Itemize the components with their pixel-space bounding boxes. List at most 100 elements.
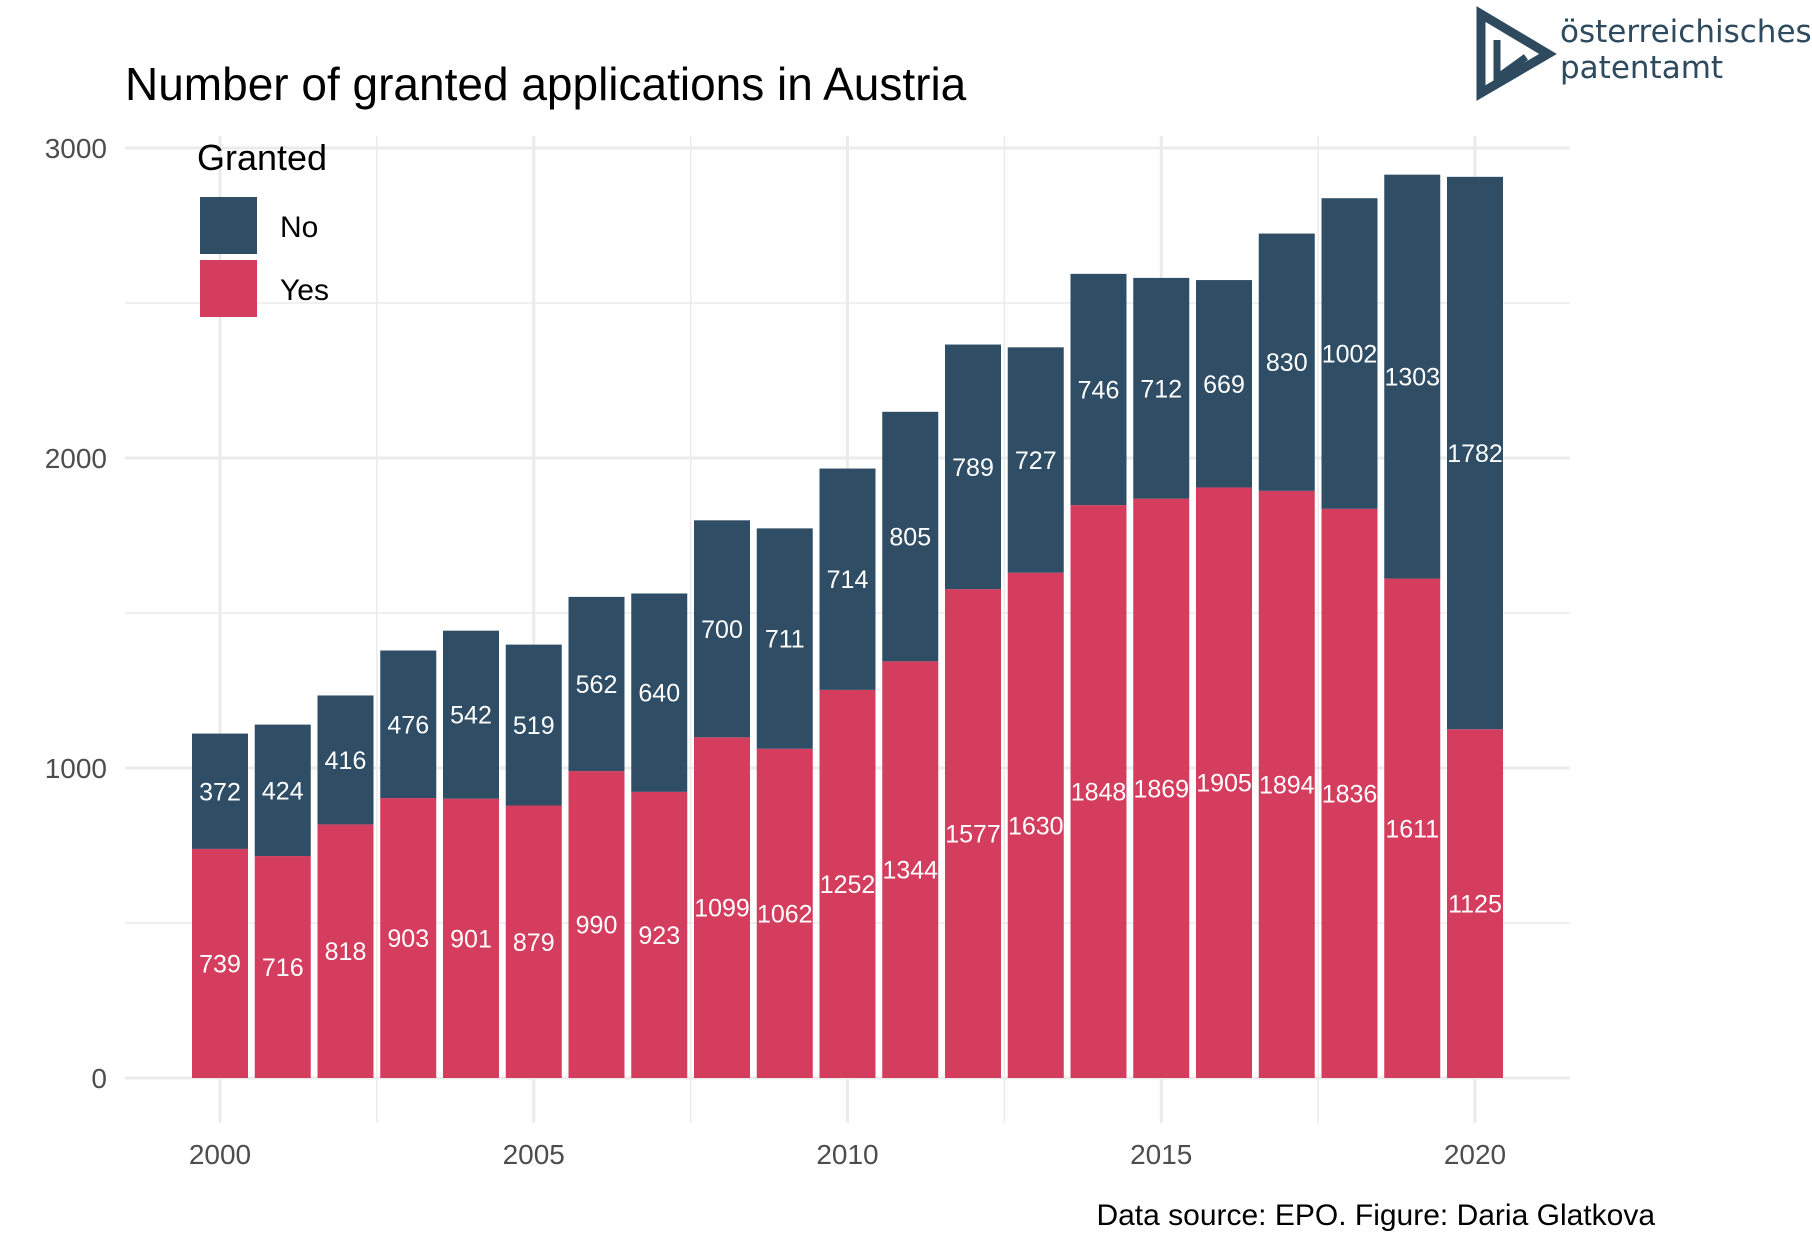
bar-label-no-2005: 519 <box>513 712 555 740</box>
legend-title: Granted <box>197 137 327 178</box>
bar-labels: 739 372 716 424 818 416 903 476 901 542 879 519 990 5… <box>199 341 1503 982</box>
bar-yes-2006 <box>568 771 625 1078</box>
bar-yes-2003 <box>380 798 437 1078</box>
data-source-caption: Data source: EPO. Figure: Daria Glatkova <box>1096 1199 1655 1232</box>
y-tick-label: 3000 <box>45 133 107 164</box>
bar-yes-2015 <box>1133 498 1190 1078</box>
bar-label-no-2010: 714 <box>827 566 869 594</box>
bar-label-no-2014: 746 <box>1078 376 1120 404</box>
bar-yes-2011 <box>882 661 939 1078</box>
legend-label-no: No <box>280 211 318 244</box>
bar-label-no-2011: 805 <box>889 524 931 552</box>
bar-no-2017 <box>1258 233 1315 491</box>
bar-yes-2004 <box>443 798 499 1078</box>
bar-no-2016 <box>1196 280 1252 488</box>
bar-no-2002 <box>317 695 374 825</box>
bar-yes-2010 <box>819 689 876 1078</box>
bar-yes-2017 <box>1258 490 1315 1078</box>
axis-ticks: 0 1000 2000 3000 2000 2005 2010 2015 2020 <box>45 133 1506 1170</box>
bar-yes-2000 <box>192 848 248 1078</box>
bar-no-2001 <box>254 724 311 857</box>
patentamt-logo: österreichisches patentamt <box>1476 6 1812 101</box>
bar-label-no-2006: 562 <box>576 671 618 699</box>
bar-label-no-2008: 700 <box>701 616 743 644</box>
bar-no-2005 <box>505 644 562 806</box>
bar-label-yes-2020: 1125 <box>1448 891 1502 919</box>
bar-yes-2019 <box>1384 578 1441 1078</box>
logo-text-line1: österreichisches <box>1560 14 1812 50</box>
bar-yes-2005 <box>505 805 562 1078</box>
bar-label-yes-2004: 901 <box>450 925 492 953</box>
bars <box>192 174 1503 1079</box>
bar-no-2015 <box>1133 277 1190 499</box>
bar-label-no-2016: 669 <box>1203 371 1245 399</box>
bar-no-2011 <box>882 411 939 662</box>
bar-no-2013 <box>1007 347 1064 573</box>
bar-yes-2014 <box>1070 505 1127 1078</box>
bar-label-yes-2009: 1062 <box>757 900 813 928</box>
bar-label-yes-2018: 1836 <box>1322 780 1378 808</box>
x-tick-label: 2015 <box>1130 1139 1192 1170</box>
bar-label-yes-2005: 879 <box>513 929 555 957</box>
bar-no-2010 <box>819 468 876 690</box>
bar-yes-2007 <box>631 791 688 1078</box>
bar-label-yes-2010: 1252 <box>820 871 876 899</box>
bar-label-yes-2003: 903 <box>387 925 429 953</box>
legend-label-yes: Yes <box>280 274 329 307</box>
bar-no-2014 <box>1070 273 1127 506</box>
bar-label-yes-2014: 1848 <box>1071 779 1127 807</box>
bar-no-2018 <box>1321 198 1378 509</box>
bar-label-yes-2008: 1099 <box>694 895 750 923</box>
bar-no-2020 <box>1447 176 1503 730</box>
x-tick-label: 2010 <box>816 1139 878 1170</box>
bar-yes-2018 <box>1321 508 1378 1079</box>
bar-label-no-2013: 727 <box>1015 447 1057 475</box>
logo-text-line2: patentamt <box>1560 50 1723 86</box>
bar-label-no-2004: 542 <box>450 702 492 730</box>
bar-label-no-2007: 640 <box>638 680 680 708</box>
bar-label-yes-2006: 990 <box>576 912 618 940</box>
bar-label-yes-2011: 1344 <box>882 857 938 885</box>
y-tick-label: 2000 <box>45 443 107 474</box>
bar-label-yes-2002: 818 <box>325 938 367 966</box>
x-tick-label: 2000 <box>189 1139 251 1170</box>
bar-label-no-2012: 789 <box>952 454 994 482</box>
bar-label-yes-2013: 1630 <box>1008 812 1064 840</box>
bar-no-2019 <box>1384 174 1441 579</box>
patentamt-logo-icon <box>1476 6 1557 101</box>
bar-yes-2001 <box>254 856 311 1078</box>
legend-swatch-no <box>200 197 257 254</box>
legend: Granted No Yes <box>197 137 329 317</box>
x-tick-label: 2005 <box>503 1139 565 1170</box>
bar-yes-2002 <box>317 824 374 1078</box>
bar-label-yes-2000: 739 <box>199 950 241 978</box>
bar-no-2009 <box>756 528 813 749</box>
y-tick-label: 0 <box>91 1063 107 1094</box>
bar-label-no-2009: 711 <box>765 626 805 654</box>
bar-label-no-2002: 416 <box>325 747 367 775</box>
bar-label-yes-2001: 716 <box>262 954 304 982</box>
bar-label-yes-2019: 1611 <box>1385 815 1439 843</box>
chart-title: Number of granted applications in Austri… <box>125 58 967 110</box>
bar-label-yes-2015: 1869 <box>1133 775 1189 803</box>
bar-no-2007 <box>631 593 688 792</box>
bar-label-no-2000: 372 <box>199 778 241 806</box>
bar-no-2004 <box>443 630 499 799</box>
bar-label-yes-2007: 923 <box>638 922 680 950</box>
bar-label-no-2020: 1782 <box>1447 440 1503 468</box>
legend-swatch-yes <box>200 260 257 317</box>
bar-no-2008 <box>694 520 750 738</box>
bar-no-2000 <box>192 733 248 849</box>
bar-label-no-2015: 712 <box>1140 375 1182 403</box>
bar-no-2003 <box>380 650 437 799</box>
bar-label-yes-2016: 1905 <box>1196 770 1252 798</box>
y-tick-label: 1000 <box>45 753 107 784</box>
x-tick-label: 2020 <box>1444 1139 1506 1170</box>
bar-yes-2016 <box>1196 487 1252 1078</box>
bar-label-yes-2012: 1577 <box>945 821 1001 849</box>
bar-yes-2020 <box>1447 729 1503 1078</box>
bar-label-no-2003: 476 <box>387 711 429 739</box>
bar-label-no-2018: 1002 <box>1322 341 1378 369</box>
bar-label-no-2017: 830 <box>1266 349 1308 377</box>
